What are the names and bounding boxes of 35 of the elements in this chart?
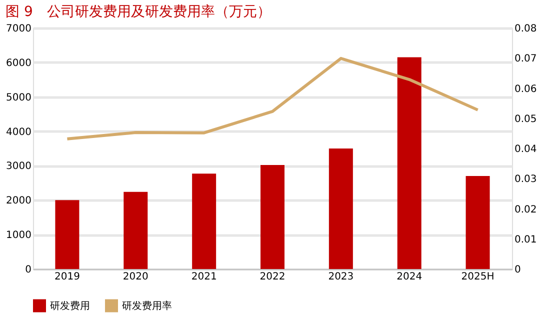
y-tick-label: 6000 <box>6 58 32 69</box>
x-tick-label: 2021 <box>191 272 217 282</box>
y-tick-label: 1000 <box>6 230 32 242</box>
x-tick-label: 2019 <box>54 272 80 282</box>
y-tick-label: 7000 <box>6 24 32 34</box>
y2-tick-label: 0.01 <box>514 234 537 246</box>
y2-tick-label: 0.07 <box>514 54 537 65</box>
bar <box>466 176 490 269</box>
bar <box>328 148 353 269</box>
y2-tick-label: 0.05 <box>514 114 537 125</box>
x-tick-label: 2024 <box>396 272 422 282</box>
legend-label: 研发费用率 <box>122 300 172 312</box>
y2-tick-label: 0.06 <box>514 84 537 95</box>
chart-title: 图 9 公司研发费用及研发费用率（万元） <box>6 4 271 20</box>
y-tick-label: 2000 <box>6 196 32 207</box>
bar <box>192 174 216 269</box>
y2-tick-label: 0.08 <box>514 24 537 34</box>
x-tick-label: 2025H <box>461 272 494 282</box>
bar <box>124 192 148 269</box>
bar <box>260 165 284 269</box>
y2-tick-label: 0.03 <box>514 174 537 186</box>
legend-label: 研发费用 <box>50 300 90 312</box>
bar <box>397 57 422 269</box>
line-series <box>66 56 480 140</box>
bar <box>55 200 80 269</box>
y2-tick-label: 0 <box>514 264 521 276</box>
y2-tick-label: 0.02 <box>514 204 537 216</box>
y-tick-label: 3000 <box>6 161 32 172</box>
y2-tick-label: 0.04 <box>514 144 537 155</box>
x-tick-label: 2020 <box>122 272 148 282</box>
y-tick-label: 5000 <box>6 92 32 104</box>
y-tick-label: 4000 <box>6 126 32 138</box>
y-tick-label: 0 <box>25 264 32 276</box>
x-tick-label: 2022 <box>260 272 286 282</box>
x-tick-label: 2023 <box>328 272 354 282</box>
